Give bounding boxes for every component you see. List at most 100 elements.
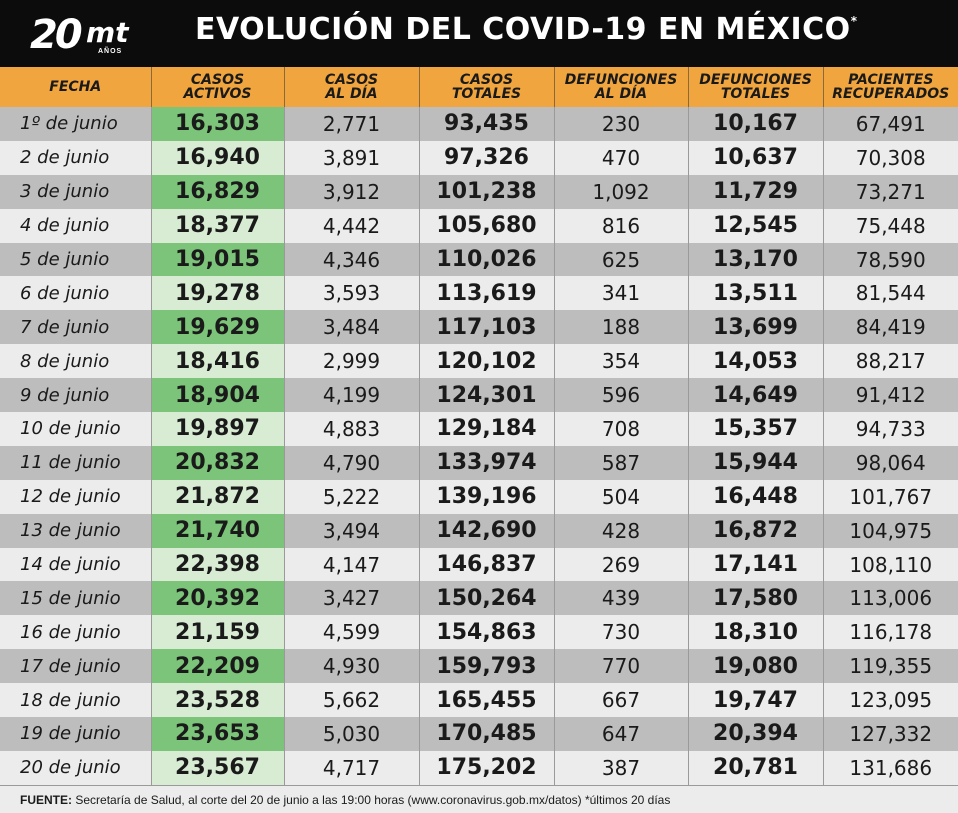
col-casos-activos-cell: 18,416 [151,344,285,379]
col-defunciones-totales-cell: 18,310 [688,615,824,650]
logo-sub: AÑOS [98,48,123,55]
col-defunciones-totales-cell: 13,511 [688,276,824,311]
col-fecha-cell: 2 de junio [0,140,152,175]
col-casos-al-dia-cell: 4,930 [284,649,420,684]
table-row: 5 de junio 19,015 4,346 110,026 625 13,170 78,… [0,242,958,277]
col-casos-totales-cell: 129,184 [419,412,555,446]
col-fecha-cell: 5 de junio [0,242,152,277]
col-casos-activos-cell: 23,528 [151,683,285,718]
col-fecha-cell: 15 de junio [0,581,152,616]
col-pacientes-recuperados-cell: 104,975 [823,513,958,548]
col-casos-totales-cell: 146,837 [419,547,555,582]
col-defunciones-al-dia-cell: 1,092 [554,174,689,209]
col-casos-totales-cell: 117,103 [419,310,555,345]
col-defunciones-al-dia-cell: 667 [554,683,689,718]
col-casos-activos-cell: 16,940 [151,140,285,175]
col-fecha-cell: 1º de junio [0,107,152,141]
col-casos-activos-cell: 21,159 [151,615,285,650]
table-row: 12 de junio 21,872 5,222 139,196 504 16,448 10… [0,479,958,514]
col-casos-activos-cell: 18,904 [151,378,285,413]
col-casos-totales-cell: 101,238 [419,174,555,209]
table-row: 20 de junio 23,567 4,717 175,202 387 20,781 13… [0,750,958,785]
col-pacientes-recuperados-cell: 116,178 [823,615,958,650]
col-casos-activos-cell: 19,897 [151,412,285,446]
col-casos-totales-cell: 124,301 [419,378,555,413]
col-pacientes-recuperados-cell: 78,590 [823,242,958,277]
col-casos-activos-cell: 21,872 [151,479,285,514]
col-casos-activos-cell: 23,567 [151,750,285,785]
col-casos-al-dia-cell: 4,883 [284,412,420,446]
col-defunciones-al-dia-cell: 230 [554,107,689,141]
col-defunciones-totales-cell: 20,394 [688,717,824,751]
col-defunciones-al-dia-cell: 625 [554,242,689,277]
col-pacientes-recuperados-cell: 108,110 [823,547,958,582]
col-casos-totales-cell: 142,690 [419,513,555,548]
col-fecha-cell: 17 de junio [0,649,152,684]
col-defunciones-totales-cell: 14,649 [688,378,824,413]
table-row: 17 de junio 22,209 4,930 159,793 770 19,080 11… [0,649,958,684]
col-casos-totales-cell: 150,264 [419,581,555,616]
title-footnote-mark: * [850,14,858,28]
table-row: 13 de junio 21,740 3,494 142,690 428 16,872 10… [0,513,958,548]
col-casos-totales-cell: 170,485 [419,717,555,751]
col-casos-activos-cell: 20,832 [151,445,285,480]
col-defunciones-al-dia-cell: 596 [554,378,689,413]
col-defunciones-totales-header: DEFUNCIONES TOTALES [688,67,824,107]
col-casos-totales-cell: 154,863 [419,615,555,650]
col-defunciones-totales-cell: 14,053 [688,344,824,379]
col-fecha-cell: 13 de junio [0,513,152,548]
col-casos-al-dia-cell: 3,891 [284,140,420,175]
col-casos-al-dia-cell: 3,494 [284,513,420,548]
col-defunciones-totales-cell: 13,699 [688,310,824,345]
col-defunciones-totales-cell: 15,944 [688,445,824,480]
table-row: 2 de junio 16,940 3,891 97,326 470 10,637 70,3… [0,140,958,175]
col-defunciones-al-dia-cell: 188 [554,310,689,345]
logo-brand: mt [86,16,129,49]
col-defunciones-totales-cell: 13,170 [688,242,824,277]
col-casos-totales-cell: 97,326 [419,140,555,175]
col-casos-al-dia-cell: 5,222 [284,479,420,514]
covid-table: FECHA CASOS ACTIVOS CASOS AL DÍA CASOS TOTALES… [0,67,958,785]
col-casos-al-dia-cell: 4,442 [284,208,420,243]
col-pacientes-recuperados-cell: 94,733 [823,412,958,446]
table-row: 10 de junio 19,897 4,883 129,184 708 15,357 94… [0,412,958,446]
col-pacientes-recuperados-cell: 67,491 [823,107,958,141]
col-casos-al-dia-cell: 2,771 [284,107,420,141]
col-casos-al-dia-cell: 4,147 [284,547,420,582]
col-defunciones-totales-cell: 11,729 [688,174,824,209]
col-pacientes-recuperados-header: PACIENTES RECUPERADOS [823,67,958,107]
col-casos-totales-cell: 159,793 [419,649,555,684]
col-casos-activos-cell: 23,653 [151,717,285,751]
title-text: EVOLUCIÓN DEL COVID-19 EN MÉXICO [195,12,851,47]
col-casos-totales-cell: 93,435 [419,107,555,141]
col-casos-al-dia-cell: 5,662 [284,683,420,718]
col-casos-totales-cell: 113,619 [419,276,555,311]
col-casos-al-dia-cell: 2,999 [284,344,420,379]
col-casos-activos-cell: 16,303 [151,107,285,141]
col-pacientes-recuperados-cell: 101,767 [823,479,958,514]
col-casos-activos-cell: 22,209 [151,649,285,684]
col-casos-totales-cell: 165,455 [419,683,555,718]
col-casos-totales-header: CASOS TOTALES [419,67,555,107]
col-pacientes-recuperados-cell: 75,448 [823,208,958,243]
col-defunciones-al-dia-cell: 587 [554,445,689,480]
table-row: 14 de junio 22,398 4,147 146,837 269 17,141 10… [0,547,958,582]
table-row: 11 de junio 20,832 4,790 133,974 587 15,944 98… [0,445,958,480]
source-footer: FUENTE: Secretaría de Salud, al corte de… [0,785,958,813]
col-defunciones-totales-cell: 10,637 [688,140,824,175]
col-fecha-cell: 20 de junio [0,750,152,785]
col-casos-activos-header: CASOS ACTIVOS [151,67,285,107]
col-fecha-cell: 10 de junio [0,412,152,446]
col-casos-activos-cell: 16,829 [151,174,285,209]
col-casos-activos-cell: 20,392 [151,581,285,616]
table-row: 9 de junio 18,904 4,199 124,301 596 14,649 91,… [0,378,958,413]
col-fecha-cell: 7 de junio [0,310,152,345]
col-fecha-cell: 19 de junio [0,717,152,751]
col-pacientes-recuperados-cell: 127,332 [823,717,958,751]
col-defunciones-al-dia-header: DEFUNCIONES AL DÍA [554,67,689,107]
col-casos-totales-cell: 120,102 [419,344,555,379]
col-casos-activos-cell: 19,278 [151,276,285,311]
col-casos-totales-cell: 175,202 [419,750,555,785]
col-fecha-header: FECHA [0,67,152,107]
col-casos-activos-cell: 22,398 [151,547,285,582]
